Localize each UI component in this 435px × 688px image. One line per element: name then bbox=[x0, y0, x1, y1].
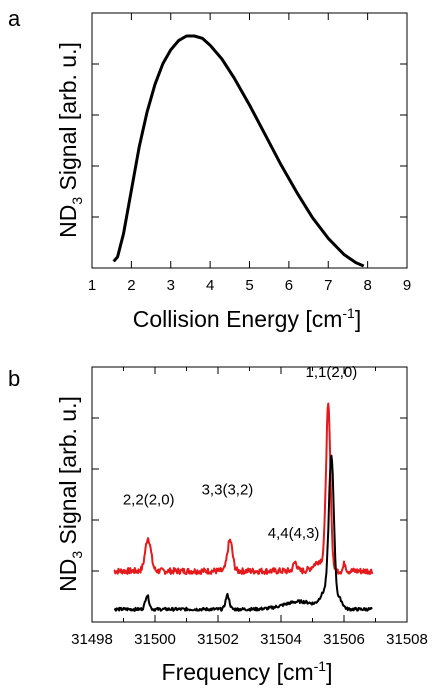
x-tick-label: 5 bbox=[245, 277, 253, 294]
panel-a-chart: a 1 2 3 4 5 6 7 8 9 Collision Energy [cm-1] ND3 … bbox=[8, 6, 411, 332]
panel-a-y-axis-title: ND3 Signal [arb. u.] bbox=[55, 42, 85, 238]
panel-b-x-axis-title: Frequency [cm-1] bbox=[162, 658, 333, 685]
x-tick-label: 7 bbox=[324, 277, 332, 294]
panel-a-letter: a bbox=[8, 6, 21, 31]
x-tick-label: 6 bbox=[285, 277, 293, 294]
x-tick-label: 31500 bbox=[134, 631, 176, 648]
panel-b-series-black-line bbox=[113, 454, 373, 612]
x-tick-label: 31506 bbox=[323, 631, 365, 648]
x-tick-label: 31498 bbox=[71, 631, 113, 648]
x-tick-label: 9 bbox=[403, 277, 411, 294]
peak-label: 1,1(2,0) bbox=[306, 364, 358, 381]
x-tick-label: 8 bbox=[363, 277, 371, 294]
x-tick-label: 31504 bbox=[260, 631, 302, 648]
peak-label: 3,3(3,2) bbox=[202, 482, 254, 499]
x-tick-label: 31502 bbox=[197, 631, 239, 648]
panel-b-letter: b bbox=[8, 366, 20, 391]
panel-b-series-red-line bbox=[113, 402, 374, 576]
peak-label: 2,2(2,0) bbox=[123, 492, 175, 509]
x-tick-label: 2 bbox=[127, 277, 135, 294]
panel-b-y-axis-title: ND3 Signal [arb. u.] bbox=[55, 396, 85, 592]
x-tick-label: 4 bbox=[206, 277, 214, 294]
x-tick-label: 31508 bbox=[386, 631, 428, 648]
peak-label: 4,4(4,3) bbox=[268, 525, 320, 542]
x-tick-label: 1 bbox=[88, 277, 96, 294]
panel-a-x-axis-title: Collision Energy [cm-1] bbox=[133, 305, 361, 332]
panel-a-series-line bbox=[112, 34, 365, 268]
x-tick-label: 3 bbox=[167, 277, 175, 294]
panel-b-chart: b 31498 31500 31502 31504 31506 31508 1,1(2,0… bbox=[8, 364, 428, 685]
